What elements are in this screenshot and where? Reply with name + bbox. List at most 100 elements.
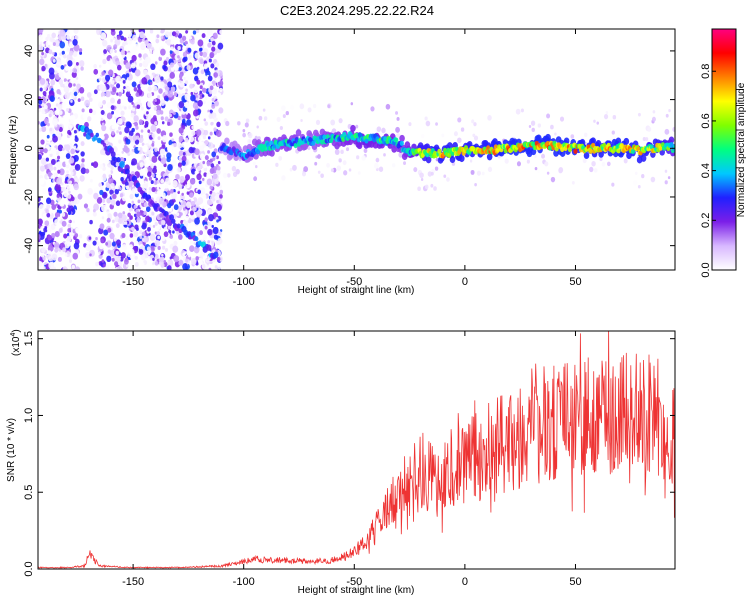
heatmap-cell [41, 51, 45, 56]
heatmap-cell [142, 167, 148, 175]
heatmap-cell [141, 262, 145, 267]
heatmap-cell [336, 165, 341, 171]
heatmap-cell [169, 234, 174, 240]
heatmap-cell [63, 85, 69, 93]
heatmap-cell [73, 154, 79, 162]
heatmap-cell [118, 98, 121, 102]
snr-y-ticks: 0.0 0.5 1.0 1.5 [23, 331, 675, 577]
heatmap-cell [156, 231, 161, 236]
heatmap-cell [183, 77, 186, 81]
heatmap-cell [69, 157, 75, 164]
heatmap-cell [182, 252, 186, 257]
heatmap-cell [136, 211, 141, 217]
heatmap-cell [167, 145, 173, 153]
heatmap-cell [154, 121, 158, 126]
heatmap-cell [130, 255, 134, 260]
heatmap-cell [125, 62, 131, 70]
heatmap-cell [56, 89, 61, 95]
heatmap-cell [376, 126, 382, 132]
heatmap-cell [127, 212, 131, 218]
heatmap-cell [66, 107, 70, 112]
heatmap-cell [121, 232, 126, 239]
heatmap-cell [582, 158, 587, 164]
heatmap-cell [383, 153, 386, 157]
heatmap-cell [53, 241, 60, 249]
heatmap-cell [125, 264, 129, 268]
heatmap-cell [263, 116, 268, 121]
heatmap-cell [111, 110, 115, 115]
heatmap-cell [40, 252, 45, 258]
heatmap-cell [154, 76, 161, 84]
heatmap-cell [140, 42, 146, 51]
heatmap-cell [470, 169, 475, 175]
heatmap-cell [58, 71, 64, 78]
heatmap-cell [195, 29, 200, 34]
colorbar-tick-label: 0.6 [700, 113, 712, 128]
heatmap-cell [190, 200, 196, 207]
heatmap-cell [177, 55, 180, 59]
spectrogram-y-tick-label: 0 [23, 145, 35, 151]
heatmap-cell [164, 72, 170, 80]
heatmap-cell [43, 227, 48, 233]
heatmap-cell [194, 217, 200, 225]
heatmap-cell [665, 113, 669, 118]
heatmap-cell [215, 117, 218, 121]
snr-x-tick-label: 50 [569, 576, 581, 588]
heatmap-cell [206, 29, 213, 36]
heatmap-cell [338, 118, 343, 124]
heatmap-cell [141, 238, 145, 242]
heatmap-cell [516, 161, 521, 167]
heatmap-cell [190, 39, 195, 45]
heatmap-cell [181, 141, 187, 148]
heatmap-cell [75, 76, 79, 80]
heatmap-cell [667, 176, 671, 180]
colorbar-tick-label: 0.4 [700, 163, 712, 178]
colorbar-tick-label: 0.8 [700, 64, 712, 79]
heatmap-cell [355, 124, 359, 129]
heatmap-cell [144, 180, 147, 184]
heatmap-cell [433, 186, 437, 191]
heatmap-cell [43, 117, 49, 125]
heatmap-cell [62, 76, 65, 80]
heatmap-cell [128, 227, 132, 231]
heatmap-cell [142, 69, 148, 76]
heatmap-cell [59, 168, 65, 176]
heatmap-cell [192, 67, 199, 75]
heatmap-cell [64, 180, 68, 184]
heatmap-cell [99, 189, 104, 196]
heatmap-cell [65, 153, 71, 159]
heatmap-cell [203, 118, 206, 122]
heatmap-cell [133, 240, 139, 247]
heatmap-cell [109, 232, 115, 240]
heatmap-cell [216, 165, 221, 171]
heatmap-cell [300, 118, 303, 123]
heatmap-cell [42, 43, 45, 47]
heatmap-cell [212, 226, 219, 235]
heatmap-cell [327, 104, 331, 109]
heatmap-cell [177, 81, 181, 86]
heatmap-cell [162, 64, 167, 70]
heatmap-cell [147, 129, 151, 133]
heatmap-cell [69, 167, 74, 172]
heatmap-cell [80, 167, 87, 175]
heatmap-cell [69, 259, 73, 264]
heatmap-cell [163, 231, 169, 238]
heatmap-cell [41, 247, 46, 253]
heatmap-cell [326, 162, 330, 168]
heatmap-cell [149, 50, 153, 54]
heatmap-cell [92, 208, 96, 213]
heatmap-cell [210, 121, 214, 126]
heatmap-cell [189, 62, 192, 66]
heatmap-cell [197, 39, 204, 47]
heatmap-cell [154, 261, 159, 266]
heatmap-cell [122, 196, 127, 202]
heatmap-cell [531, 127, 535, 133]
heatmap-cell [75, 61, 79, 66]
heatmap-cell [140, 106, 144, 111]
heatmap-cell [214, 178, 219, 185]
spectrogram-y-tick-label: -40 [23, 238, 35, 254]
heatmap-cell [157, 235, 161, 240]
heatmap-cell [117, 118, 123, 125]
heatmap-cell [134, 261, 139, 267]
heatmap-cell [166, 39, 172, 46]
